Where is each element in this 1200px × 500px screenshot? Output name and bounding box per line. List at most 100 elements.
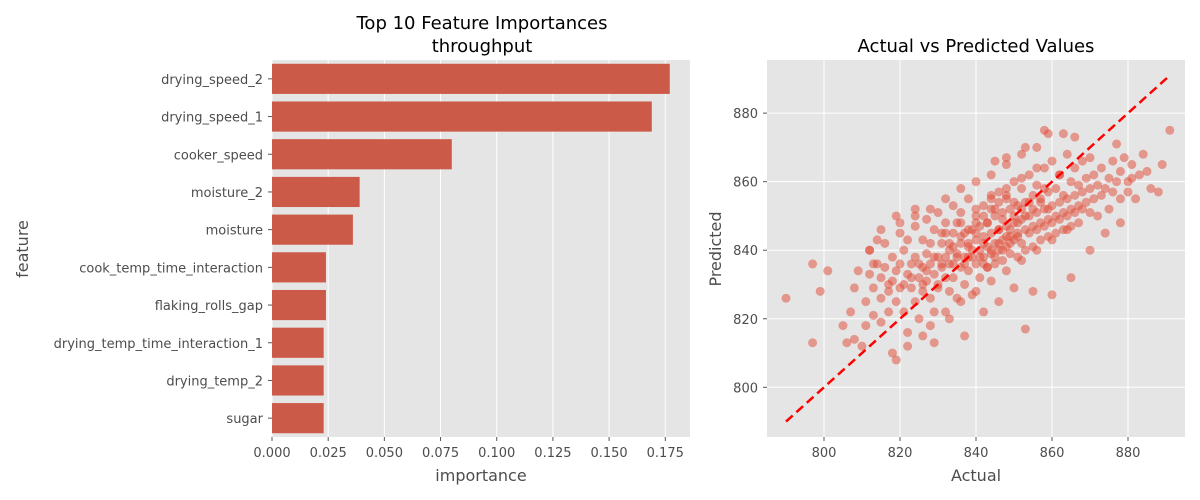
- scatter-point: [963, 238, 973, 248]
- scatter-point: [1013, 232, 1023, 242]
- scatter-point: [944, 286, 954, 296]
- scatter-point: [975, 252, 985, 262]
- scatter-point: [979, 211, 989, 221]
- bar-chart-title-line2: throughput: [432, 36, 533, 57]
- scatter-point: [910, 204, 920, 214]
- scatter-point: [1047, 156, 1057, 166]
- scatter-point: [1108, 156, 1118, 166]
- scatter-point: [1017, 238, 1027, 248]
- scatter-point: [1001, 184, 1011, 194]
- scatter-x-tick-label: 840: [964, 446, 989, 461]
- scatter-y-tick-label: 880: [733, 107, 758, 122]
- scatter-point: [982, 218, 992, 228]
- scatter-chart-title: Actual vs Predicted Values: [858, 36, 1095, 57]
- scatter-point: [956, 208, 966, 218]
- scatter-point: [1074, 180, 1084, 190]
- scatter-point: [1005, 238, 1015, 248]
- scatter-point: [910, 252, 920, 262]
- scatter-point: [1081, 173, 1091, 183]
- scatter-point: [903, 341, 913, 351]
- scatter-point: [1028, 204, 1038, 214]
- scatter-point: [918, 235, 928, 245]
- scatter-chart-y-axis-label: Predicted: [706, 211, 725, 286]
- scatter-point: [1055, 197, 1065, 207]
- scatter-point: [895, 228, 905, 238]
- scatter-point: [994, 197, 1004, 207]
- bar-x-tick-label: 0.125: [534, 446, 571, 461]
- scatter-point: [941, 307, 951, 317]
- scatter-point: [982, 262, 992, 272]
- scatter-point: [918, 331, 928, 341]
- scatter-point: [1020, 142, 1030, 152]
- bar: [272, 289, 326, 321]
- bar-category-label: cooker_speed: [174, 148, 263, 163]
- scatter-point: [1081, 197, 1091, 207]
- scatter-point: [1142, 166, 1152, 176]
- scatter-point: [1009, 283, 1019, 293]
- scatter-point: [808, 338, 818, 348]
- scatter-point: [884, 279, 894, 289]
- scatter-point: [1005, 225, 1015, 235]
- scatter-point: [1066, 273, 1076, 283]
- scatter-point: [910, 211, 920, 221]
- scatter-point: [1028, 190, 1038, 200]
- scatter-point: [1032, 142, 1042, 152]
- scatter-x-tick-label: 820: [888, 446, 913, 461]
- scatter-point: [918, 286, 928, 296]
- scatter-point: [1093, 211, 1103, 221]
- scatter-point: [868, 259, 878, 269]
- scatter-x-tick-label: 860: [1040, 446, 1065, 461]
- scatter-point: [979, 232, 989, 242]
- scatter-point: [998, 208, 1008, 218]
- scatter-point: [1024, 170, 1034, 180]
- scatter-point: [903, 235, 913, 245]
- scatter-point: [986, 194, 996, 204]
- scatter-point: [963, 194, 973, 204]
- scatter-chart-points: [781, 125, 1175, 365]
- scatter-point: [876, 273, 886, 283]
- bar-x-tick-label: 0.100: [478, 446, 515, 461]
- scatter-point: [994, 187, 1004, 197]
- scatter-point: [880, 238, 890, 248]
- scatter-point: [815, 286, 825, 296]
- scatter-point: [925, 259, 935, 269]
- scatter-chart-x-tick-labels: 800 820 840 860 880: [812, 437, 1140, 461]
- scatter-point: [971, 218, 981, 228]
- scatter-point: [994, 297, 1004, 307]
- scatter-point: [823, 266, 833, 276]
- scatter-point: [1047, 235, 1057, 245]
- scatter-point: [903, 327, 913, 337]
- scatter-point: [925, 321, 935, 331]
- scatter-point: [925, 293, 935, 303]
- bar-category-label: cook_temp_time_interaction: [79, 261, 263, 276]
- scatter-point: [1085, 184, 1095, 194]
- scatter-point: [933, 208, 943, 218]
- scatter-point: [960, 279, 970, 289]
- scatter-point: [956, 218, 966, 228]
- scatter-chart-y-tick-labels: 800 820 840 860 880: [733, 107, 767, 396]
- scatter-point: [1112, 177, 1122, 187]
- scatter-point: [948, 273, 958, 283]
- scatter-point: [979, 201, 989, 211]
- scatter-point: [1017, 184, 1027, 194]
- scatter-point: [1032, 225, 1042, 235]
- scatter-point: [838, 321, 848, 331]
- scatter-point: [979, 307, 989, 317]
- bar: [272, 139, 452, 170]
- scatter-point: [971, 286, 981, 296]
- scatter-point: [781, 293, 791, 303]
- scatter-point: [1070, 208, 1080, 218]
- scatter-point: [884, 307, 894, 317]
- scatter-point: [971, 235, 981, 245]
- scatter-point: [899, 245, 909, 255]
- scatter-y-tick-label: 820: [733, 313, 758, 328]
- scatter-point: [1115, 166, 1125, 176]
- scatter-point: [1020, 211, 1030, 221]
- scatter-point: [1100, 184, 1110, 194]
- scatter-point: [1001, 190, 1011, 200]
- scatter-point: [1085, 153, 1095, 163]
- scatter-point: [865, 269, 875, 279]
- bar-chart-x-tick-labels: 0.000 0.025 0.050 0.075 0.100 0.125 0.150 0.175: [253, 437, 684, 461]
- scatter-point: [884, 286, 894, 296]
- scatter-point: [906, 283, 916, 293]
